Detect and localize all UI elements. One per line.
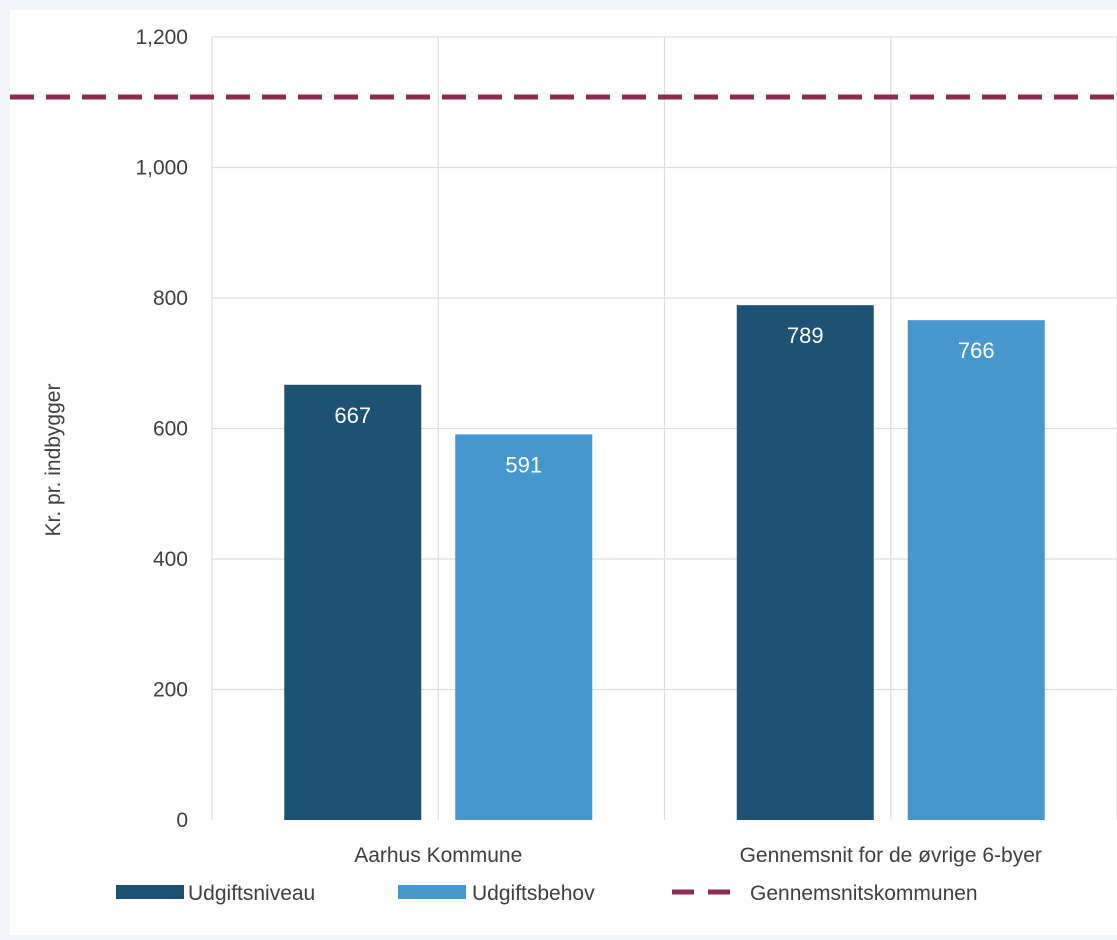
y-tick-label: 1,200 [135,26,188,49]
legend-swatch [116,885,184,899]
bar-udgiftsniveau-0 [284,384,422,820]
y-axis-ticks: 0 200 400 600 800 1,000 1,200 [135,26,188,832]
bar-value-label: 591 [505,452,542,477]
x-tick-label: Aarhus Kommune [354,844,522,867]
y-tick-label: 600 [153,418,188,441]
bar-chart: 0 200 400 600 800 1,000 1,200 Kr. pr. indbygge… [10,26,1117,905]
bar-value-label: 766 [958,338,995,363]
bars [284,305,1045,820]
bar-udgiftsbehov-0 [455,434,593,820]
y-tick-label: 200 [153,679,188,702]
y-tick-label: 1,000 [135,157,188,180]
legend: Udgiftsniveau Udgiftsbehov Gennemsnitskomm… [116,882,978,905]
y-tick-label: 400 [153,548,188,571]
y-tick-label: 800 [153,287,188,310]
legend-label: Udgiftsniveau [188,882,315,905]
legend-label: Gennemsnitskommunen [750,882,978,905]
bar-value-label: 667 [334,403,371,428]
x-axis-ticks: Aarhus Kommune Gennemsnit for de øvrige 6… [354,844,1042,867]
bar-value-label: 789 [787,323,824,348]
data-labels: 667 591 789 766 [334,323,994,477]
y-tick-label: 0 [176,809,188,832]
bar-udgiftsniveau-1 [736,305,874,820]
legend-label: Udgiftsbehov [472,882,595,905]
legend-swatch [398,885,466,899]
chart-card: 0 200 400 600 800 1,000 1,200 Kr. pr. indbygge… [10,10,1117,935]
x-tick-label: Gennemsnit for de øvrige 6-byer [740,844,1042,867]
y-axis-label: Kr. pr. indbygger [42,384,65,537]
bar-udgiftsbehov-1 [907,320,1045,820]
